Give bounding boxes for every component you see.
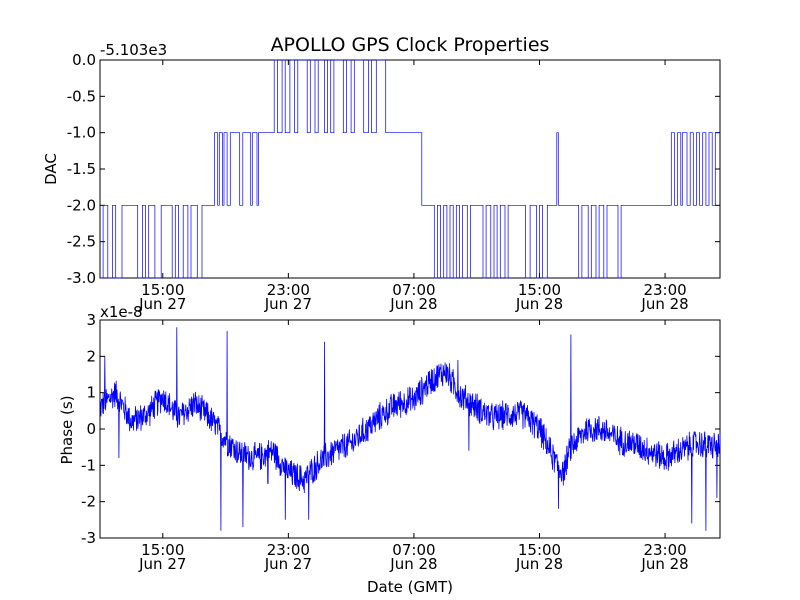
y-tick-label: 3 <box>86 311 96 329</box>
y-tick-label: -1 <box>81 456 96 474</box>
x-tick-time-label: 15:00 <box>518 281 561 299</box>
x-tick-date-label: Jun 28 <box>640 555 688 573</box>
x-tick-time-label: 23:00 <box>643 281 686 299</box>
x-tick-time-label: 15:00 <box>141 541 184 559</box>
phase-y-axis-label: Phase (s) <box>58 395 76 464</box>
x-tick-time-label: 23:00 <box>267 541 310 559</box>
x-tick-date-label: Jun 28 <box>515 555 563 573</box>
dac-series-line <box>100 59 720 279</box>
dac-offset-label: -5.103e3 <box>100 41 167 59</box>
x-tick-date-label: Jun 28 <box>515 295 563 313</box>
y-tick-label: -3 <box>81 529 96 547</box>
x-axis-label: Date (GMT) <box>367 578 453 596</box>
x-tick-time-label: 07:00 <box>392 541 435 559</box>
chart-title: APOLLO GPS Clock Properties <box>271 34 550 56</box>
y-tick-label: 2 <box>86 347 96 365</box>
y-tick-label: -2.0 <box>67 196 96 214</box>
y-tick-label: -2.5 <box>67 233 96 251</box>
x-tick-date-label: Jun 28 <box>389 295 437 313</box>
x-tick-date-label: Jun 28 <box>640 295 688 313</box>
x-tick-date-label: Jun 27 <box>264 555 312 573</box>
y-tick-label: -3.0 <box>67 269 96 287</box>
x-tick-date-label: Jun 27 <box>264 295 312 313</box>
x-tick-time-label: 23:00 <box>643 541 686 559</box>
x-tick-time-label: 15:00 <box>518 541 561 559</box>
y-tick-label: 1 <box>86 384 96 402</box>
dac-plot-area <box>99 59 721 279</box>
dac-y-axis-label: DAC <box>42 153 60 185</box>
phase-offset-label: x1e-8 <box>100 303 143 321</box>
x-tick-time-label: 07:00 <box>392 281 435 299</box>
x-tick-date-label: Jun 27 <box>138 295 186 313</box>
phase-plot-area <box>99 319 721 539</box>
x-tick-date-label: Jun 27 <box>138 555 186 573</box>
x-tick-date-label: Jun 28 <box>389 555 437 573</box>
x-tick-time-label: 15:00 <box>141 281 184 299</box>
y-tick-label: -0.5 <box>67 87 96 105</box>
phase-series-line <box>99 327 721 531</box>
y-tick-label: -2 <box>81 493 96 511</box>
y-tick-label: -1.5 <box>67 160 96 178</box>
y-tick-label: 0 <box>86 420 96 438</box>
y-tick-label: -1.0 <box>67 124 96 142</box>
y-tick-label: 0.0 <box>72 51 96 69</box>
x-tick-time-label: 23:00 <box>267 281 310 299</box>
